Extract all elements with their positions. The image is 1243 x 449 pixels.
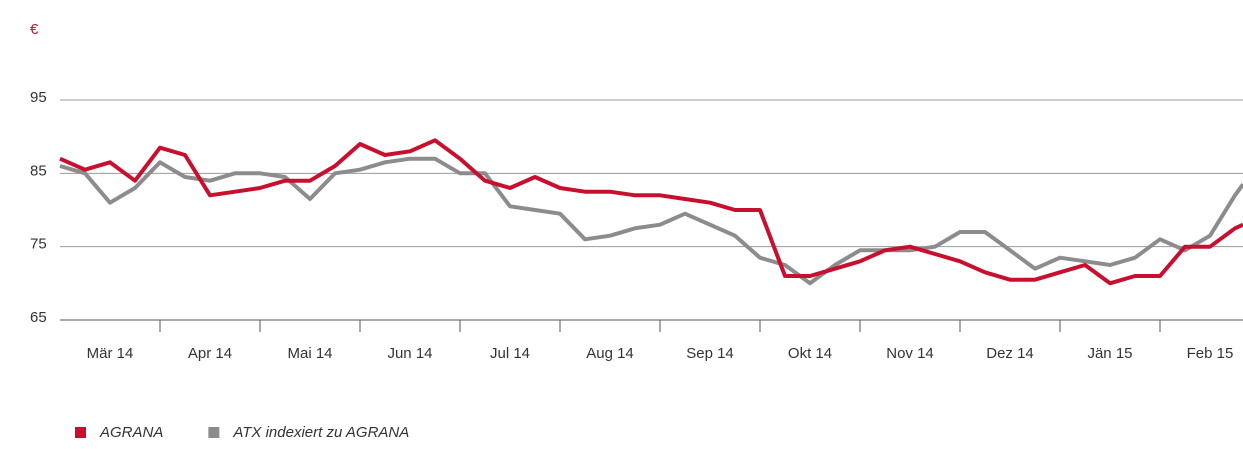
legend-label: ATX indexiert zu AGRANA <box>232 424 409 441</box>
y-tick-label: 75 <box>30 236 47 253</box>
y-tick-label: 85 <box>30 162 47 179</box>
x-tick-label: Okt 14 <box>788 345 832 362</box>
legend-swatch <box>208 427 220 438</box>
legend-swatch <box>75 427 86 438</box>
x-tick-label: Mai 14 <box>287 345 332 362</box>
series-line <box>59 138 1243 286</box>
y-tick-label: 65 <box>30 309 47 326</box>
x-tick-label: Jun 14 <box>387 345 432 362</box>
x-tick-label: Jän 15 <box>1087 345 1132 362</box>
y-axis-unit: € <box>30 21 39 38</box>
x-tick-label: Aug 14 <box>586 345 634 362</box>
x-tick-label: Mär 14 <box>87 345 134 362</box>
x-tick-label: Feb 15 <box>1187 345 1234 362</box>
x-tick-label: Jul 14 <box>490 345 530 362</box>
legend-label: AGRANA <box>99 424 163 441</box>
x-tick-label: Dez 14 <box>986 345 1034 362</box>
x-tick-label: Apr 14 <box>188 345 232 362</box>
x-tick-label: Sep 14 <box>686 345 734 362</box>
y-tick-label: 95 <box>30 89 47 106</box>
x-tick-label: Nov 14 <box>886 345 934 362</box>
series-line <box>59 156 1243 286</box>
